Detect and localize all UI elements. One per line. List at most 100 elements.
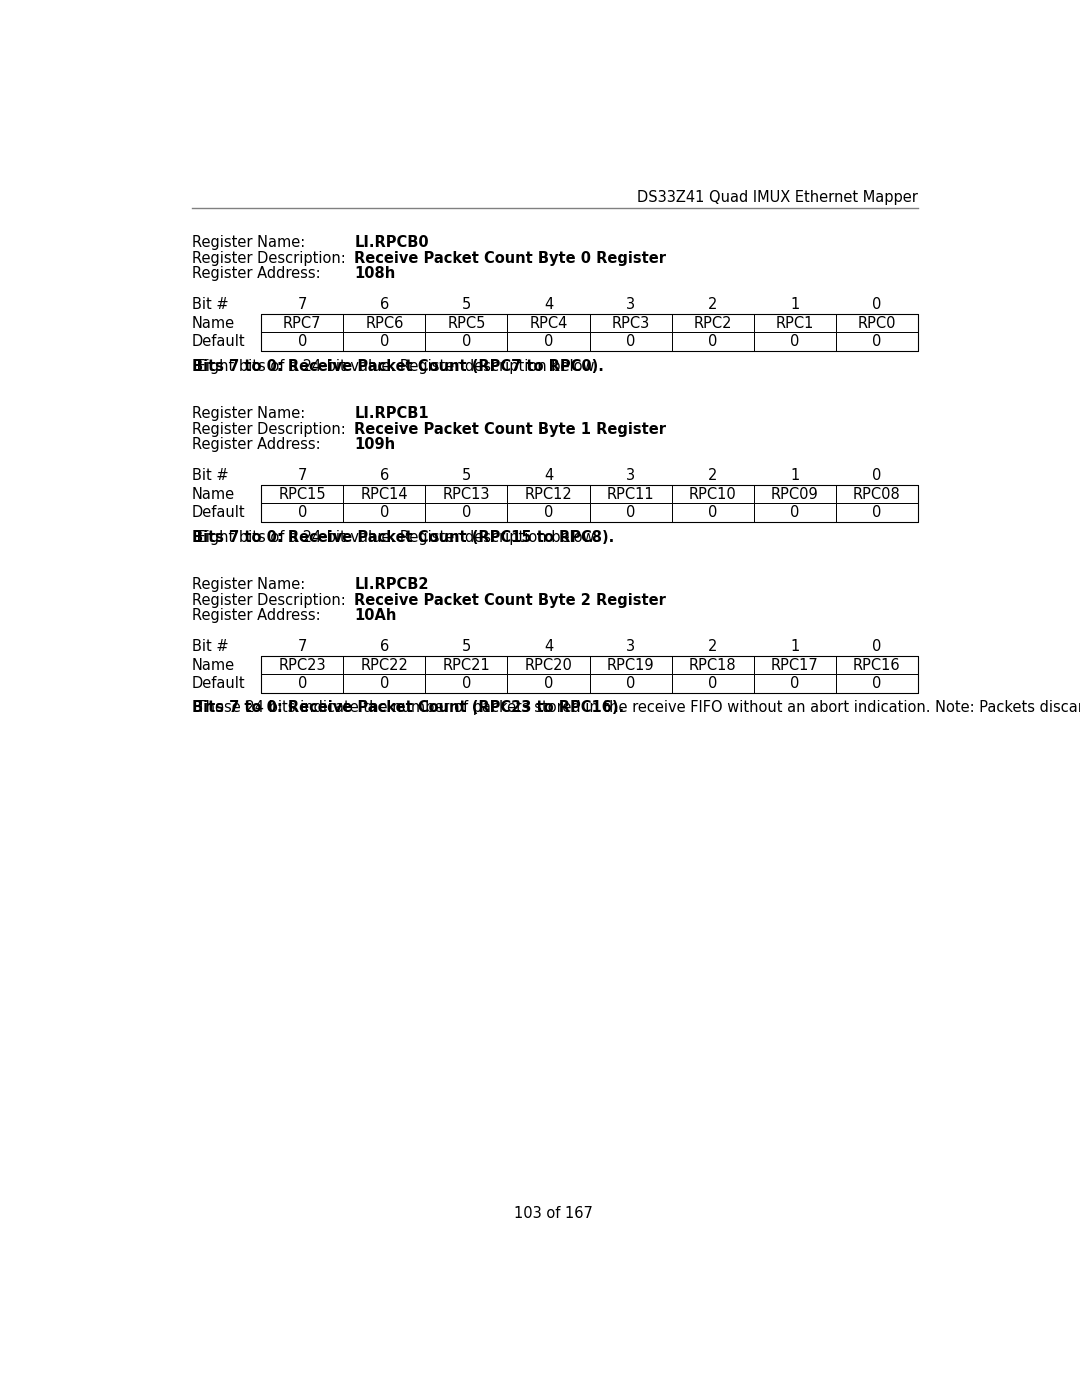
Text: 3: 3 [626,298,635,312]
Bar [261,314,918,351]
Text: 0: 0 [626,506,635,520]
Text: Default: Default [191,676,245,692]
Bar [836,675,918,693]
Bar [754,332,836,351]
Text: 0: 0 [544,506,553,520]
Text: 0: 0 [872,334,881,349]
Bar [508,675,590,693]
Text: These 24 bits indicate the number of packets stored in the receive FIFO without : These 24 bits indicate the number of pac… [192,700,1080,715]
Bar [836,314,918,332]
Bar [508,655,590,675]
Text: Name: Name [191,658,234,672]
Text: Bit #: Bit # [191,638,228,654]
Text: RPC20: RPC20 [525,658,572,672]
Text: 0: 0 [380,334,389,349]
Text: 3: 3 [626,468,635,483]
Bar [836,332,918,351]
Text: 0: 0 [626,334,635,349]
Text: 0: 0 [544,676,553,692]
Bar [261,485,918,522]
Text: 0: 0 [872,298,881,312]
Bar [754,675,836,693]
Text: Receive Packet Count Byte 2 Register: Receive Packet Count Byte 2 Register [354,592,666,608]
Bar [836,503,918,522]
Text: RPC17: RPC17 [771,658,819,672]
Text: 0: 0 [462,676,471,692]
Text: Register Address:: Register Address: [191,437,320,453]
Text: 4: 4 [544,468,553,483]
Text: RPC21: RPC21 [443,658,490,672]
Text: 4: 4 [544,298,553,312]
Text: Receive Packet Count Byte 0 Register: Receive Packet Count Byte 0 Register [354,251,666,265]
Text: Bit #: Bit # [191,298,228,312]
Bar [261,332,343,351]
Text: Eight bits of a 24-bit value. Register description below.: Eight bits of a 24-bit value. Register d… [192,359,598,373]
Bar [590,675,672,693]
Text: 0: 0 [380,676,389,692]
Bar [508,314,590,332]
Text: 0: 0 [789,676,799,692]
Text: RPC1: RPC1 [775,316,814,331]
Text: DS33Z41 Quad IMUX Ethernet Mapper: DS33Z41 Quad IMUX Ethernet Mapper [637,190,918,204]
Bar [672,314,754,332]
Text: Bit #: Bit # [191,468,228,483]
Text: RPC3: RPC3 [611,316,650,331]
Text: 1: 1 [791,298,799,312]
Text: 7: 7 [298,298,307,312]
Text: 108h: 108h [354,267,395,281]
Bar [590,314,672,332]
Text: RPC4: RPC4 [529,316,568,331]
Bar [508,485,590,503]
Text: 4: 4 [544,638,553,654]
Text: RPC16: RPC16 [853,658,901,672]
Bar [836,655,918,675]
Text: 10Ah: 10Ah [354,608,396,623]
Text: RPC15: RPC15 [279,486,326,502]
Text: Register Name:: Register Name: [191,577,305,592]
Text: LI.RPCB1: LI.RPCB1 [354,407,429,422]
Text: 6: 6 [380,468,389,483]
Text: 3: 3 [626,638,635,654]
Text: RPC14: RPC14 [361,486,408,502]
Text: 0: 0 [298,506,307,520]
Text: Name: Name [191,486,234,502]
Text: Register Description:: Register Description: [191,592,346,608]
Text: 0: 0 [462,506,471,520]
Text: 0: 0 [380,506,389,520]
Text: 7: 7 [298,468,307,483]
Text: 109h: 109h [354,437,395,453]
Bar [754,503,836,522]
Bar [754,485,836,503]
Text: 0: 0 [872,638,881,654]
Text: RPC11: RPC11 [607,486,654,502]
Text: 0: 0 [789,506,799,520]
Bar [426,675,508,693]
Text: 0: 0 [707,334,717,349]
Text: LI.RPCB2: LI.RPCB2 [354,577,429,592]
Text: 1: 1 [791,638,799,654]
Text: 2: 2 [707,298,717,312]
Text: Register Name:: Register Name: [191,407,305,422]
Text: 6: 6 [380,638,389,654]
Bar [426,332,508,351]
Bar [343,655,426,675]
Bar [343,503,426,522]
Text: RPC18: RPC18 [689,658,737,672]
Text: 2: 2 [707,468,717,483]
Text: Register Description:: Register Description: [191,251,346,265]
Bar [672,655,754,675]
Bar [343,675,426,693]
Text: Bits 7 to 0: Receive Packet Count (RPC15 to RPC8).: Bits 7 to 0: Receive Packet Count (RPC15… [191,529,613,545]
Bar [836,485,918,503]
Text: RPC08: RPC08 [853,486,901,502]
Text: Default: Default [191,506,245,520]
Text: RPC0: RPC0 [858,316,896,331]
Bar [590,485,672,503]
Text: Bits 7 to 0: Receive Packet Count (RPC23 to RPC16).: Bits 7 to 0: Receive Packet Count (RPC23… [191,700,624,715]
Bar [261,314,343,332]
Text: RPC2: RPC2 [693,316,732,331]
Text: Eight bits of a 24-bit value. Register description below.: Eight bits of a 24-bit value. Register d… [192,529,598,545]
Bar [672,485,754,503]
Text: RPC12: RPC12 [525,486,572,502]
Text: Register Address:: Register Address: [191,267,320,281]
